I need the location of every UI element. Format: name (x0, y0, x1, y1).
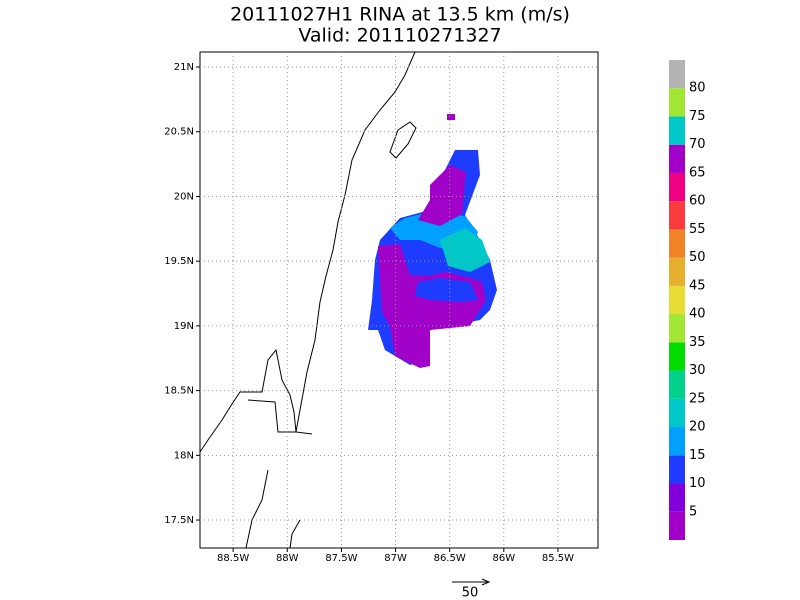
x-tick-label: 85.5W (542, 553, 574, 564)
colorbar-label: 55 (689, 222, 706, 237)
colorbar-box (669, 455, 685, 484)
colorbar-box (669, 60, 685, 89)
reference-vector-head (481, 578, 491, 586)
colorbar-box (669, 201, 685, 230)
colorbar-box (669, 314, 685, 343)
y-tick-label: 20.5N (164, 127, 194, 138)
colorbar-label: 35 (689, 335, 706, 350)
colorbar-label: 30 (689, 363, 706, 378)
y-tick-label: 18.5N (164, 386, 194, 397)
x-tick-label: 86.5W (434, 553, 466, 564)
y-tick-label: 20N (174, 191, 194, 202)
colorbar-box (669, 116, 685, 145)
colorbar-box (669, 285, 685, 315)
colorbar-box (669, 342, 685, 371)
colorbar-box (669, 398, 685, 428)
subtitle: Valid: 201110271327 (298, 25, 501, 47)
island (389, 121, 417, 159)
colorbar-label: 50 (689, 250, 706, 265)
colorbar-box (669, 483, 685, 512)
colorbar-label: 75 (689, 109, 706, 124)
colorbar-label: 10 (689, 476, 706, 491)
coastline (199, 51, 416, 549)
x-tick-label: 88W (276, 553, 299, 564)
colorbar-label: 20 (689, 420, 706, 435)
colorbar-label: 60 (689, 194, 706, 209)
x-tick-label: 88.5W (217, 553, 249, 564)
y-tick-label: 21N (174, 62, 194, 73)
colorbar-label: 65 (689, 165, 706, 180)
wind-field (447, 114, 455, 120)
colorbar-label: 70 (689, 137, 706, 152)
colorbar-label: 45 (689, 278, 706, 293)
colorbar-box (669, 427, 685, 456)
colorbar-box (669, 144, 685, 173)
y-tick-label: 19N (174, 321, 194, 332)
x-tick-label: 87.5W (325, 553, 357, 564)
y-tick-label: 19.5N (164, 256, 194, 267)
map-frame (199, 51, 599, 549)
reference-vector-label: 50 (462, 586, 479, 600)
wind-field (418, 165, 466, 226)
colorbar-box (669, 229, 685, 258)
x-tick-label: 87W (384, 553, 407, 564)
colorbar-box (669, 370, 685, 399)
colorbar-label: 40 (689, 307, 706, 322)
colorbar-label: 15 (689, 448, 706, 463)
y-tick-label: 17.5N (164, 515, 194, 526)
title: 20111027H1 RINA at 13.5 km (m/s) (230, 4, 570, 26)
wind-field (415, 278, 478, 302)
y-tick-label: 18N (174, 450, 194, 461)
colorbar-box (669, 172, 685, 202)
map-area (199, 51, 599, 549)
colorbar-label: 25 (689, 391, 706, 406)
colorbar-box (669, 511, 685, 540)
colorbar-label: 5 (689, 504, 697, 519)
colorbar-box (669, 88, 685, 117)
colorbar-label: 80 (689, 81, 706, 96)
x-tick-label: 86W (492, 553, 515, 564)
wind-field (378, 244, 486, 368)
colorbar-box (669, 257, 685, 286)
